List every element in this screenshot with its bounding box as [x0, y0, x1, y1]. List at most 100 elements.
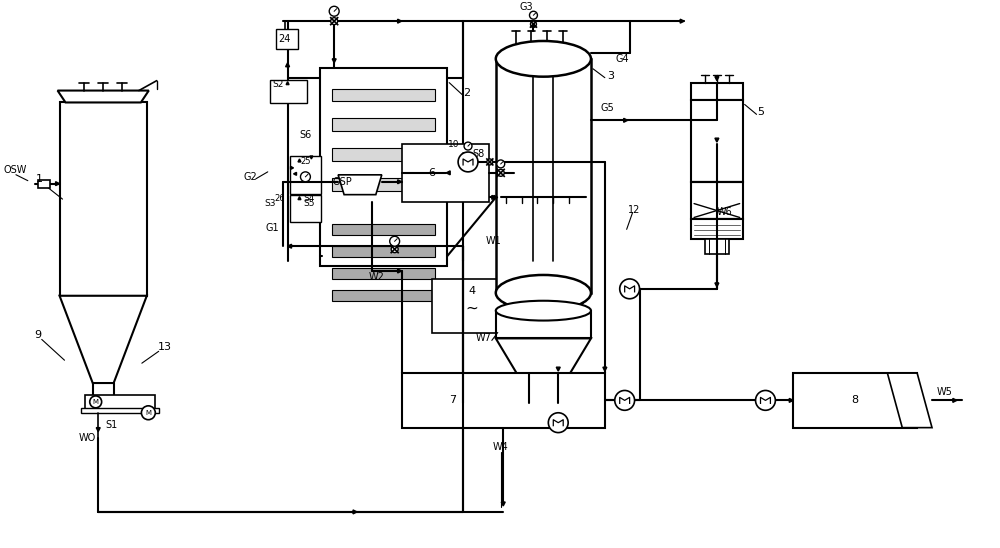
Bar	[402, 144, 489, 202]
Text: S8: S8	[473, 149, 485, 159]
Bar	[691, 182, 743, 219]
Polygon shape	[332, 59, 336, 63]
Circle shape	[615, 391, 635, 410]
Polygon shape	[298, 159, 301, 162]
Text: G3: G3	[520, 2, 533, 12]
Text: M: M	[93, 399, 99, 405]
Bar	[793, 373, 917, 427]
Text: G2: G2	[243, 172, 257, 182]
Polygon shape	[715, 283, 719, 287]
Bar	[691, 100, 743, 182]
Circle shape	[497, 169, 504, 176]
Polygon shape	[531, 23, 535, 27]
Bar	[290, 156, 321, 193]
Polygon shape	[291, 167, 294, 169]
Circle shape	[620, 279, 640, 299]
Circle shape	[530, 21, 536, 27]
Bar	[270, 79, 307, 104]
Polygon shape	[60, 296, 147, 383]
Polygon shape	[338, 175, 382, 195]
Bar	[332, 118, 435, 131]
Text: 1: 1	[36, 174, 43, 184]
Polygon shape	[680, 19, 684, 23]
Ellipse shape	[496, 275, 591, 311]
Circle shape	[529, 12, 537, 19]
Circle shape	[458, 152, 478, 172]
Bar	[38, 180, 50, 187]
Text: OSW: OSW	[3, 165, 27, 175]
Circle shape	[497, 160, 505, 168]
Polygon shape	[492, 196, 496, 199]
Circle shape	[329, 6, 339, 16]
Circle shape	[548, 413, 568, 432]
Ellipse shape	[496, 301, 591, 321]
Bar	[496, 311, 591, 339]
Bar	[332, 178, 435, 191]
Bar	[332, 89, 435, 101]
Polygon shape	[298, 197, 301, 199]
Bar	[691, 219, 743, 239]
Text: 6: 6	[429, 168, 436, 178]
Polygon shape	[286, 63, 290, 67]
Circle shape	[487, 159, 493, 165]
Polygon shape	[58, 90, 149, 102]
Polygon shape	[715, 138, 719, 142]
Polygon shape	[494, 196, 498, 199]
Polygon shape	[556, 367, 560, 371]
Polygon shape	[501, 502, 505, 506]
Polygon shape	[56, 182, 60, 186]
Text: S3: S3	[264, 199, 275, 208]
Text: S7: S7	[461, 152, 473, 162]
Text: G4: G4	[616, 54, 630, 64]
Bar	[432, 279, 517, 333]
Polygon shape	[286, 82, 289, 84]
Text: 12: 12	[628, 204, 641, 214]
Text: W5: W5	[937, 387, 953, 397]
Text: S1: S1	[106, 420, 118, 430]
Text: 24: 24	[278, 34, 291, 44]
Text: 10: 10	[448, 140, 460, 149]
Text: 4: 4	[468, 286, 476, 296]
Circle shape	[464, 142, 472, 150]
Text: 7: 7	[449, 395, 456, 406]
Text: W2: W2	[369, 272, 385, 282]
Bar	[332, 224, 435, 235]
Polygon shape	[603, 367, 607, 371]
Polygon shape	[96, 427, 100, 432]
Text: S4: S4	[304, 194, 315, 203]
Text: 13: 13	[158, 342, 172, 352]
Bar	[691, 83, 743, 100]
Bar	[332, 268, 435, 279]
Polygon shape	[310, 156, 313, 159]
Text: G5: G5	[601, 104, 615, 113]
Text: G1: G1	[266, 224, 280, 233]
Text: S2: S2	[272, 80, 283, 89]
Polygon shape	[288, 244, 292, 248]
Ellipse shape	[496, 41, 591, 77]
Bar	[60, 102, 147, 296]
Polygon shape	[887, 373, 932, 427]
Circle shape	[391, 246, 398, 253]
Text: S6: S6	[299, 130, 312, 140]
Text: W4: W4	[493, 442, 509, 453]
Bar	[320, 68, 447, 266]
Bar	[332, 148, 435, 161]
Polygon shape	[715, 77, 719, 81]
Circle shape	[331, 18, 338, 25]
Text: 26: 26	[274, 194, 285, 203]
Polygon shape	[789, 398, 793, 402]
Polygon shape	[398, 269, 402, 273]
Text: S5: S5	[304, 199, 315, 208]
Text: 9: 9	[34, 330, 41, 340]
Polygon shape	[496, 339, 591, 393]
Text: OSP: OSP	[332, 177, 352, 187]
Polygon shape	[446, 171, 450, 175]
Bar	[332, 246, 435, 257]
Circle shape	[300, 172, 310, 182]
Polygon shape	[953, 398, 957, 402]
Text: 3: 3	[607, 71, 614, 81]
Bar	[496, 59, 591, 293]
Text: 25: 25	[300, 157, 311, 167]
Polygon shape	[294, 173, 297, 175]
Circle shape	[90, 396, 102, 408]
